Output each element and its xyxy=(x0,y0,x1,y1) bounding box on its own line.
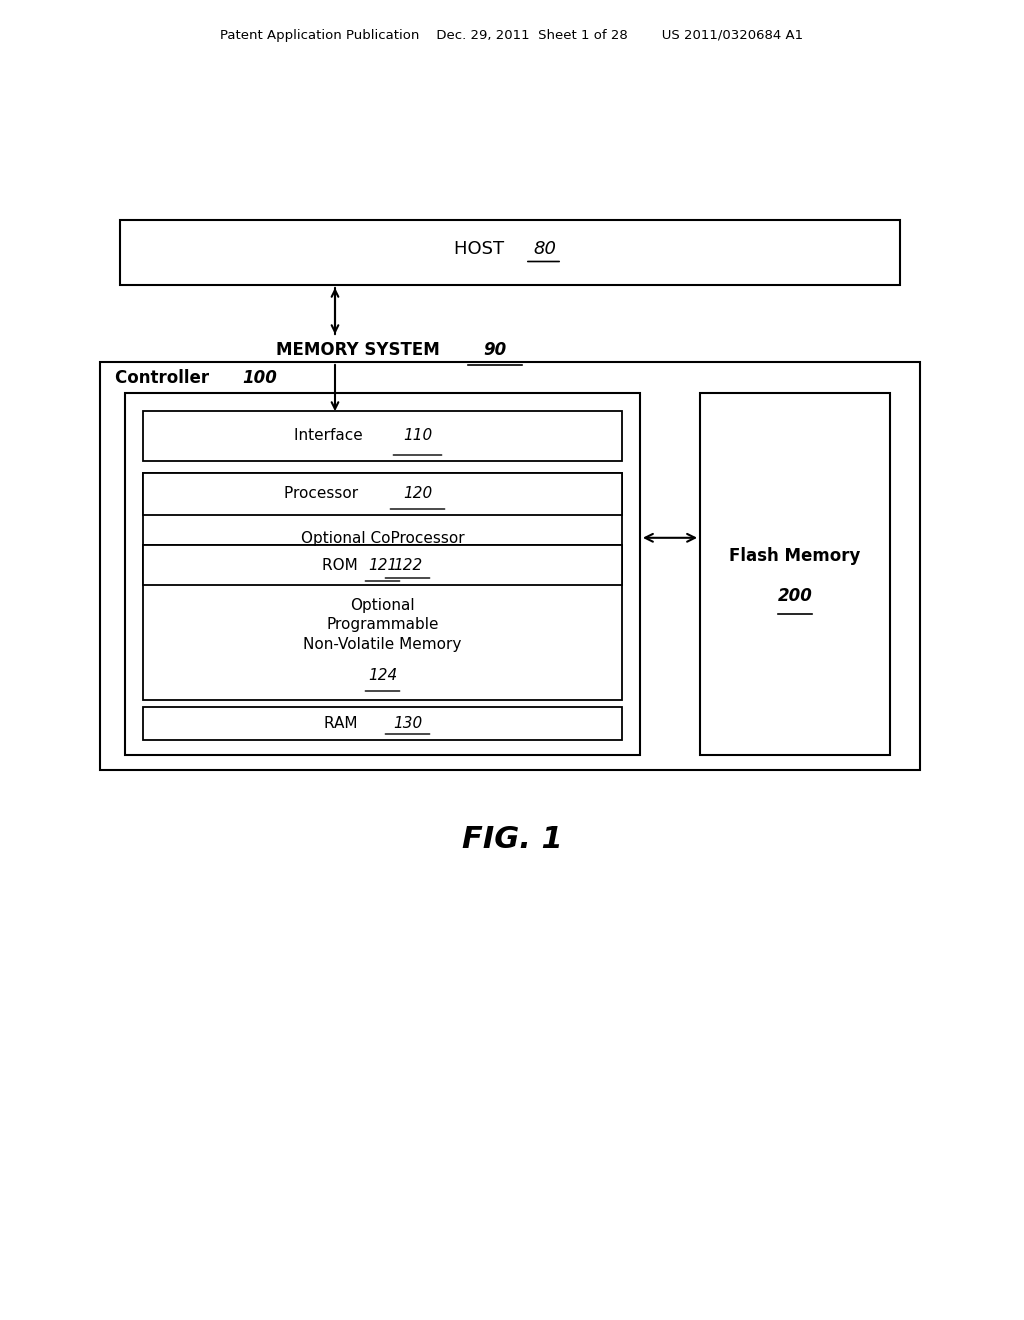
Text: 100: 100 xyxy=(243,370,278,387)
FancyBboxPatch shape xyxy=(143,708,622,741)
Text: 90: 90 xyxy=(483,341,507,359)
Text: ROM: ROM xyxy=(322,557,362,573)
Text: FIG. 1: FIG. 1 xyxy=(462,825,562,854)
Text: 130: 130 xyxy=(393,715,422,731)
Text: 110: 110 xyxy=(402,429,432,444)
Text: Optional CoProcessor: Optional CoProcessor xyxy=(301,531,464,545)
FancyBboxPatch shape xyxy=(100,362,920,770)
Text: RAM: RAM xyxy=(325,715,362,731)
FancyBboxPatch shape xyxy=(143,545,622,585)
Text: Flash Memory: Flash Memory xyxy=(729,546,861,565)
Text: 124: 124 xyxy=(368,668,397,682)
FancyBboxPatch shape xyxy=(700,393,890,755)
Text: Interface: Interface xyxy=(294,429,368,444)
FancyBboxPatch shape xyxy=(120,220,900,285)
Text: 200: 200 xyxy=(777,587,812,605)
FancyBboxPatch shape xyxy=(125,393,640,755)
FancyBboxPatch shape xyxy=(143,473,622,515)
FancyBboxPatch shape xyxy=(143,411,622,461)
Text: Controller: Controller xyxy=(115,370,215,387)
Text: 120: 120 xyxy=(402,487,432,502)
Text: 122: 122 xyxy=(393,557,422,573)
FancyBboxPatch shape xyxy=(143,545,622,700)
FancyBboxPatch shape xyxy=(143,473,622,573)
Text: 121: 121 xyxy=(368,557,397,573)
Text: Patent Application Publication    Dec. 29, 2011  Sheet 1 of 28        US 2011/03: Patent Application Publication Dec. 29, … xyxy=(220,29,804,41)
Text: MEMORY SYSTEM: MEMORY SYSTEM xyxy=(275,341,445,359)
Text: Optional
Programmable
Non-Volatile Memory: Optional Programmable Non-Volatile Memor… xyxy=(303,598,462,652)
Text: 80: 80 xyxy=(534,239,556,257)
Text: HOST: HOST xyxy=(454,239,510,257)
Text: Processor: Processor xyxy=(284,487,362,502)
